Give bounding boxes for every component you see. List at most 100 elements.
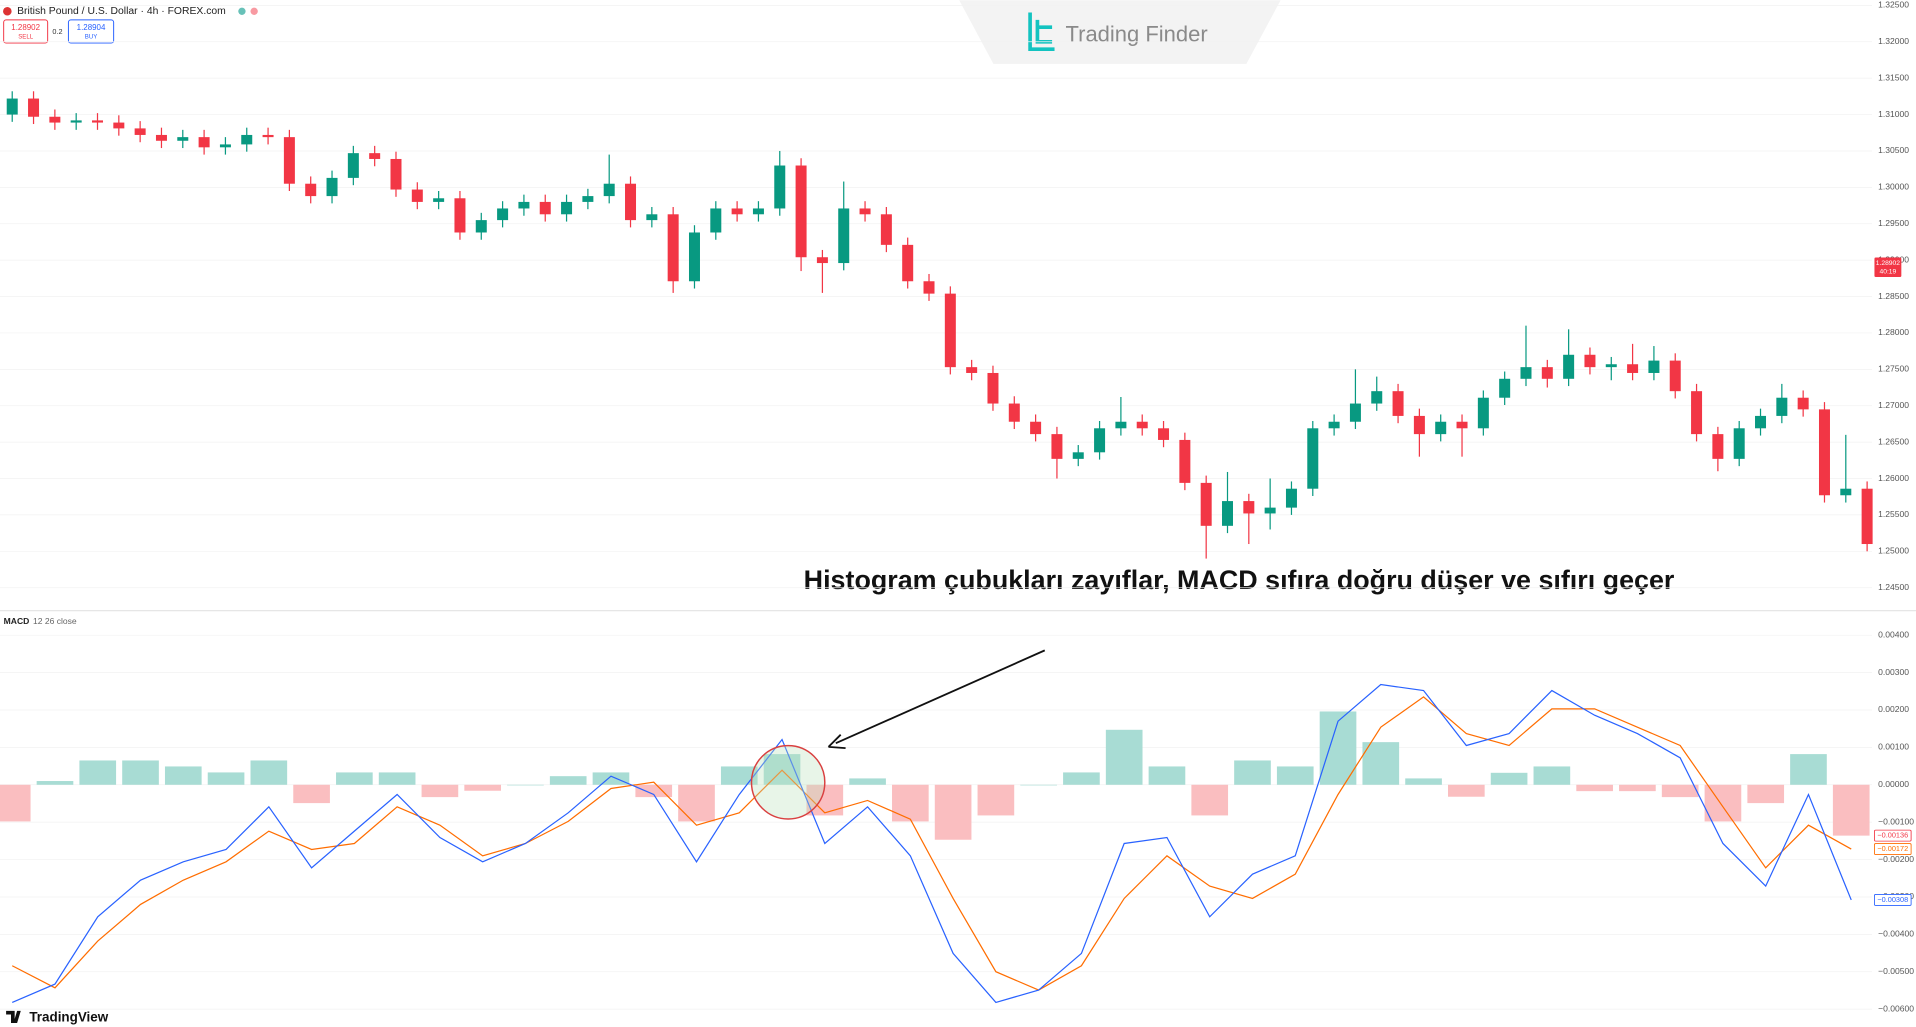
y-tick-label: 1.32500 <box>1878 0 1909 10</box>
candle-body <box>28 98 40 117</box>
candle-body <box>1435 421 1447 435</box>
histogram-bar <box>592 772 630 785</box>
candle-body <box>1243 501 1255 514</box>
status-dot <box>250 7 258 15</box>
sell-button[interactable] <box>3 19 49 44</box>
histogram-bar <box>378 772 416 785</box>
footer-logo: TradingView <box>29 1010 108 1025</box>
candle-body <box>155 134 167 141</box>
candle-body <box>902 244 914 282</box>
y-tick-label: 1.31500 <box>1878 72 1909 82</box>
candle-body <box>1136 421 1148 429</box>
histogram-bar <box>549 776 587 785</box>
y-tick-label: 1.26000 <box>1878 473 1909 483</box>
candle-body <box>177 137 189 141</box>
candle-body <box>1818 409 1830 496</box>
y-tick-label: −0.00200 <box>1878 854 1914 864</box>
candle-body <box>582 196 594 202</box>
histogram-bar <box>720 766 758 785</box>
candle-body <box>1115 421 1127 429</box>
indicator-title: MACD 12 26 close <box>4 617 77 627</box>
macd-line <box>11 696 1852 991</box>
candle-body <box>539 201 551 215</box>
y-tick-label: 1.25500 <box>1878 509 1909 519</box>
histogram-bar <box>1148 766 1186 785</box>
candle-body <box>1648 360 1660 373</box>
candle-body <box>625 183 637 221</box>
value-label-box <box>1874 894 1912 906</box>
histogram-bar <box>79 760 117 785</box>
candle-body <box>1008 403 1020 422</box>
y-tick-label: 1.32000 <box>1878 36 1909 46</box>
histogram-bar <box>122 760 159 785</box>
y-tick-label: −0.00400 <box>1878 929 1914 939</box>
y-tick-label: 0.00200 <box>1878 704 1909 714</box>
sell-label[interactable]: SELL <box>18 34 34 41</box>
candle-body <box>944 293 956 368</box>
candle-body <box>1222 501 1233 526</box>
y-tick-label: 1.29500 <box>1878 218 1909 228</box>
candle-body <box>710 208 722 233</box>
histogram-bar <box>507 784 544 786</box>
histogram-bar <box>635 784 673 798</box>
candle-body <box>1392 391 1404 416</box>
candle-body <box>1072 452 1084 459</box>
value-label-box <box>1874 829 1912 842</box>
candle-body <box>816 257 828 264</box>
candle-body <box>1200 482 1212 526</box>
candle-body <box>454 198 466 233</box>
candle-body <box>198 137 210 148</box>
y-tick-label: 0.00300 <box>1878 667 1909 677</box>
y-tick-label: 1.28000 <box>1878 327 1909 337</box>
histogram-bar <box>1790 754 1827 785</box>
candle-body <box>561 201 573 215</box>
buy-price[interactable]: 1.28904 <box>77 23 106 32</box>
price-label: 1.28902 <box>1876 260 1901 267</box>
candle-body <box>1733 428 1745 459</box>
candle-body <box>1541 367 1553 379</box>
candle-body <box>1627 364 1639 373</box>
histogram-bar <box>1362 742 1400 785</box>
candle-body <box>1371 391 1383 404</box>
y-tick-label: 1.27000 <box>1878 400 1909 410</box>
candle-body <box>880 214 892 245</box>
y-tick-label: 1.27500 <box>1878 364 1909 374</box>
candle-body <box>731 208 743 215</box>
y-tick-label: 1.31000 <box>1878 109 1909 119</box>
candle-body <box>688 232 700 282</box>
status-dot <box>238 7 246 15</box>
histogram-bar <box>1704 784 1742 822</box>
candle-body <box>987 372 999 404</box>
candle-body <box>1094 428 1106 453</box>
y-tick-label: −0.00600 <box>1878 1003 1914 1013</box>
candle-body <box>433 198 445 202</box>
sell-price[interactable]: 1.28902 <box>11 23 40 32</box>
candle-body <box>1669 360 1681 392</box>
candle-body <box>113 122 125 129</box>
candle-body <box>1051 434 1063 459</box>
macd-line <box>11 683 1852 1004</box>
candle-body <box>305 183 317 197</box>
candle-body <box>795 165 807 258</box>
symbol-icon <box>3 7 12 16</box>
histogram-bar <box>336 772 373 785</box>
histogram-bar <box>464 784 501 791</box>
countdown-label: 40:19 <box>1879 268 1896 275</box>
buy-label[interactable]: BUY <box>85 34 98 41</box>
candle-body <box>1691 391 1703 435</box>
candle-body <box>326 177 338 197</box>
y-tick-label: 0.00400 <box>1878 629 1909 639</box>
candle-body <box>1030 421 1042 435</box>
candle-body <box>92 120 104 123</box>
histogram-bar <box>421 784 459 798</box>
candle-body <box>1499 378 1511 398</box>
buy-button[interactable] <box>67 19 115 44</box>
y-tick-label: 1.30500 <box>1878 145 1909 155</box>
candle-body <box>1861 488 1873 545</box>
histogram-bar <box>1191 784 1229 816</box>
